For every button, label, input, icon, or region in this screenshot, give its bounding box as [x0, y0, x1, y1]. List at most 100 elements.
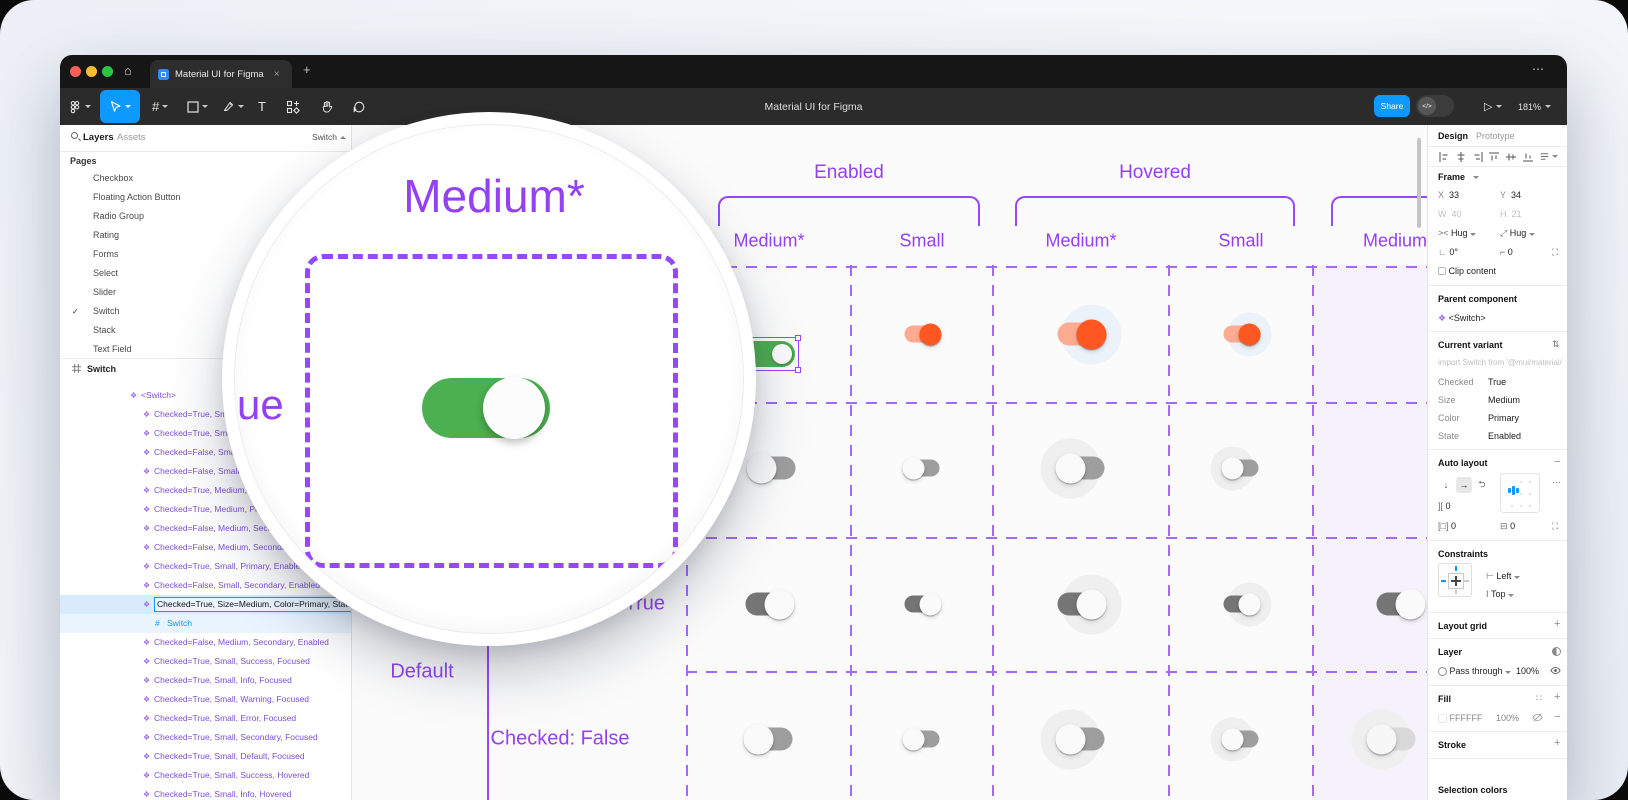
zoom-level-dropdown[interactable]: 181%: [1518, 88, 1552, 125]
home-icon[interactable]: ⌂: [124, 63, 132, 78]
switch-orange-small[interactable]: [1223, 312, 1272, 356]
page-item-slider[interactable]: Slider: [60, 283, 351, 302]
selection-handle[interactable]: [795, 367, 801, 373]
resources-tool-button[interactable]: [286, 88, 300, 125]
minimize-window-button[interactable]: [86, 66, 97, 77]
tab-layers[interactable]: Layers: [83, 132, 114, 143]
page-item-forms[interactable]: Forms: [60, 245, 351, 264]
vertical-padding-field[interactable]: ⊟ 0: [1500, 521, 1516, 531]
width-field[interactable]: W 40: [1438, 209, 1462, 219]
auto-layout-more-icon[interactable]: ⋯: [1552, 477, 1561, 487]
layer-variant[interactable]: ❖ Checked=False, Medium, Secon: [60, 519, 351, 538]
independent-corners-icon[interactable]: ⛶: [1552, 247, 1559, 257]
switch-ongray-medium[interactable]: [1376, 589, 1426, 619]
dev-mode-toggle[interactable]: </>: [1416, 95, 1454, 117]
layer-variant[interactable]: ❖ Checked=True, Small, Info, Hovered: [60, 785, 351, 800]
switch-off-small[interactable]: [1210, 446, 1259, 490]
switch-off-medium[interactable]: [746, 453, 796, 483]
switch-orange-medium[interactable]: [1057, 304, 1122, 364]
window-more-icon[interactable]: ⋯: [1532, 62, 1545, 76]
layer-variant[interactable]: ❖ Checked=False, Medium, Secondary, Enabl…: [60, 633, 351, 652]
layer-variant[interactable]: ❖ Checked=True, Size=Medium, Color=Primar…: [60, 595, 351, 614]
layer-child-frame[interactable]: # Switch: [60, 614, 351, 633]
component-selector-dropdown[interactable]: Switch: [312, 132, 347, 142]
remove-auto-layout-button[interactable]: −: [1554, 456, 1561, 468]
height-field[interactable]: H 21: [1500, 209, 1522, 219]
page-item-text-field[interactable]: Text Field: [60, 340, 351, 359]
vertical-constraint-dropdown[interactable]: I Top: [1486, 589, 1515, 599]
share-button[interactable]: Share: [1374, 95, 1410, 117]
variant-prop-value[interactable]: Primary: [1488, 413, 1519, 423]
page-item-select[interactable]: Select: [60, 264, 351, 283]
vertical-resizing-dropdown[interactable]: ⤢ Hug: [1500, 228, 1535, 239]
fill-opacity-field[interactable]: 100%: [1496, 713, 1520, 723]
layout-horizontal-icon[interactable]: →: [1456, 477, 1472, 493]
variant-prop-row[interactable]: State: [1438, 431, 1460, 441]
alignment-matrix[interactable]: [1500, 473, 1540, 513]
add-stroke-button[interactable]: +: [1554, 737, 1561, 749]
switch-off-medium[interactable]: [1040, 438, 1105, 498]
remove-fill-button[interactable]: −: [1554, 711, 1561, 723]
align-left-icon[interactable]: [1438, 151, 1450, 163]
layer-variant[interactable]: ❖ Checked=True, Small, Secondary, Focused: [60, 728, 351, 747]
layer-variant[interactable]: ❖ Checked=True, Medium, Pr: [60, 481, 351, 500]
gap-field[interactable]: ][ 0: [1438, 501, 1451, 511]
layer-variant[interactable]: ❖ Checked=True, Medium, Prim: [60, 500, 351, 519]
fill-row[interactable]: FFFFFF: [1438, 713, 1483, 723]
comment-tool-button[interactable]: [352, 88, 366, 125]
visibility-eye-icon[interactable]: [1550, 665, 1561, 678]
shape-tool-button[interactable]: [187, 88, 208, 125]
hand-tool-button[interactable]: [320, 88, 334, 125]
variant-prop-row[interactable]: Color: [1438, 413, 1460, 423]
variant-prop-row[interactable]: Checked: [1438, 377, 1474, 387]
frame-tool-button[interactable]: #: [152, 88, 169, 125]
new-tab-button[interactable]: +: [303, 62, 311, 77]
align-top-icon[interactable]: [1488, 151, 1500, 163]
canvas-scrollbar[interactable]: [1417, 138, 1421, 228]
page-item-stack[interactable]: Stack: [60, 321, 351, 340]
layer-variant[interactable]: ❖ Checked=True, Small, Info, Focused: [60, 671, 351, 690]
switch-off-medium[interactable]: [1040, 709, 1105, 769]
tab-design[interactable]: Design: [1438, 131, 1469, 141]
hidden-eye-icon[interactable]: [1532, 712, 1543, 725]
page-item-floating-action-button[interactable]: Floating Action Button: [60, 188, 351, 207]
switch-off-medium[interactable]: [743, 724, 793, 754]
tab-assets[interactable]: Assets: [117, 132, 146, 143]
selection-handle[interactable]: [795, 335, 801, 341]
horizontal-padding-field[interactable]: [□] 0: [1438, 521, 1456, 531]
layer-variant[interactable]: ❖ Checked=True, Small, Primary, Enabled: [60, 557, 351, 576]
add-layout-grid-button[interactable]: +: [1554, 618, 1561, 630]
switch-ongray-medium[interactable]: [1057, 574, 1122, 634]
variant-prop-value[interactable]: Medium: [1488, 395, 1521, 405]
switch-off-small[interactable]: [1210, 717, 1259, 761]
blend-mode-icon[interactable]: [1552, 646, 1561, 656]
add-fill-button[interactable]: +: [1554, 691, 1561, 703]
switch-off-small[interactable]: [902, 457, 940, 479]
layer-variant[interactable]: ❖ Checked=False, Small, Secondary, Enable…: [60, 576, 351, 595]
tab-prototype[interactable]: Prototype: [1476, 131, 1515, 141]
variant-prop-row[interactable]: Size: [1438, 395, 1456, 405]
layer-variant[interactable]: ❖ Checked=False, Small, S: [60, 443, 351, 462]
layer-opacity-field[interactable]: 100%: [1516, 666, 1540, 676]
layer-component-set[interactable]: ❖ <Switch>: [60, 386, 351, 405]
layer-variant[interactable]: ❖ Checked=True, Small, In: [60, 424, 351, 443]
switch-ongray-small[interactable]: [1223, 582, 1272, 626]
page-item-radio-group[interactable]: Radio Group: [60, 207, 351, 226]
layer-variant[interactable]: ❖ Checked=True, Small,: [60, 405, 351, 424]
clip-content-checkbox[interactable]: Clip content: [1438, 266, 1496, 276]
align-bottom-icon[interactable]: [1522, 151, 1534, 163]
horizontal-resizing-dropdown[interactable]: >< Hug: [1438, 228, 1477, 238]
variant-prop-value[interactable]: Enabled: [1488, 431, 1522, 441]
blend-mode-dropdown[interactable]: Pass through: [1438, 666, 1512, 676]
switch-off-small[interactable]: [902, 728, 940, 750]
color-swatch[interactable]: [1438, 713, 1447, 723]
y-field[interactable]: Y 34: [1500, 190, 1522, 200]
layer-variant[interactable]: ❖ Checked=True, Small, Error, Focused: [60, 709, 351, 728]
layout-wrap-icon[interactable]: ⮌: [1478, 479, 1486, 489]
switch-offlight-medium[interactable]: [1351, 709, 1416, 769]
layer-variant[interactable]: ❖ Checked=True, Small, Warning, Focused: [60, 690, 351, 709]
pages-header[interactable]: Pages: [70, 156, 97, 166]
fill-styles-icon[interactable]: ∷: [1536, 693, 1542, 703]
switch-ongray-small[interactable]: [904, 593, 942, 615]
switch-ongray-medium[interactable]: [745, 589, 795, 619]
